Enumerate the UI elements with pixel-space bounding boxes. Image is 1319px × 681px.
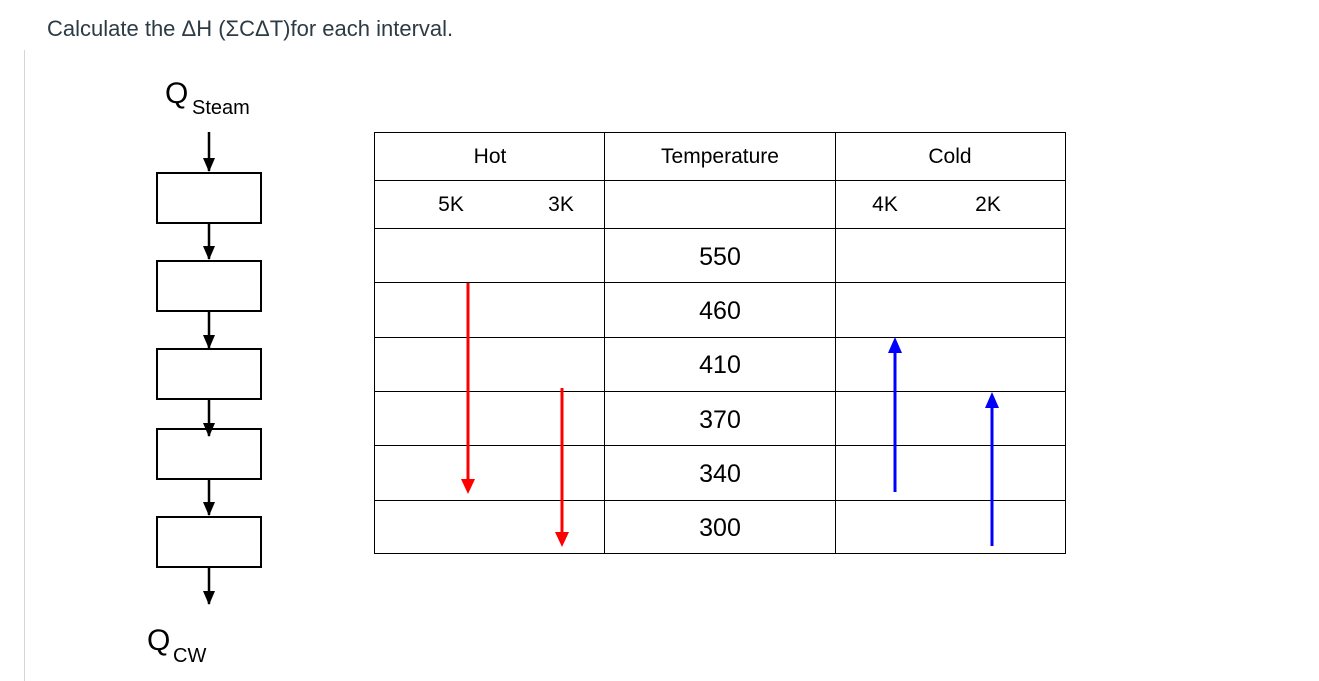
q-cw-subscript: CW [173, 645, 206, 667]
cascade-arrowhead [203, 591, 215, 605]
hot-stream-label-3k: 3K [548, 193, 574, 216]
cascade-arrowhead [203, 335, 215, 349]
cascade-arrowhead [203, 158, 215, 172]
temp-370: 370 [699, 406, 741, 434]
cascade-box [156, 348, 262, 400]
cascade-arrowhead [203, 502, 215, 516]
header-temperature: Temperature [661, 145, 779, 168]
header-cold: Cold [928, 145, 971, 168]
cold-stream-label-4k: 4K [872, 193, 898, 216]
temp-460: 460 [699, 297, 741, 325]
hot-stream-arrowhead-5k [461, 479, 475, 494]
hot-stream-arrowhead-3k [555, 532, 569, 547]
left-border [24, 50, 25, 681]
table-border [374, 132, 1066, 554]
temp-300: 300 [699, 514, 741, 542]
temp-550: 550 [699, 243, 741, 271]
cold-stream-arrowhead-2k [985, 392, 999, 408]
cold-stream-arrowhead-4k [888, 337, 902, 353]
cascade-box [156, 516, 262, 568]
temp-340: 340 [699, 460, 741, 488]
cascade-box [156, 260, 262, 312]
q-steam-subscript: Steam [192, 97, 250, 119]
q-cw-symbol: Q [147, 624, 170, 657]
temp-410: 410 [699, 351, 741, 379]
header-hot: Hot [474, 145, 507, 168]
q-steam-symbol: Q [165, 77, 188, 110]
interval-table [374, 132, 1066, 554]
question-text: Calculate the ΔH (ΣCΔT)for each interval… [47, 16, 454, 41]
cascade-arrowhead [203, 246, 215, 260]
cold-stream-label-2k: 2K [975, 193, 1001, 216]
cascade-box [156, 428, 262, 480]
cascade-box [156, 172, 262, 224]
hot-stream-label-5k: 5K [438, 193, 464, 216]
